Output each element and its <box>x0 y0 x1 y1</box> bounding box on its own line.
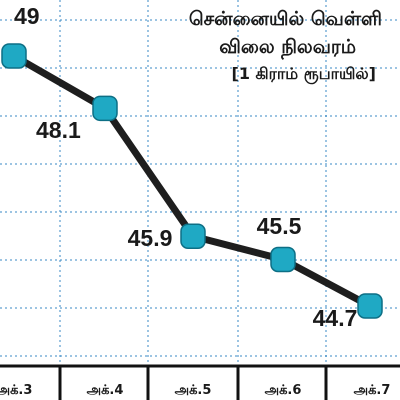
data-labels: 49 48.1 45.9 45.5 44.7 <box>14 3 357 331</box>
data-point-marker <box>1 43 27 69</box>
data-point-marker <box>270 246 296 273</box>
x-tick-label: அக்.7 <box>354 383 391 398</box>
data-point-marker <box>92 95 118 122</box>
chart-title: சென்னையில் வெள்ளி <box>188 8 382 30</box>
grid <box>0 0 400 366</box>
data-label: 45.9 <box>128 225 173 251</box>
data-label: 49 <box>14 3 40 29</box>
x-tick-label: அக்.5 <box>175 383 212 398</box>
chart-subtitle: விலை நிலவரம் <box>219 36 356 58</box>
series-line-path <box>10 52 374 310</box>
data-point-marker <box>357 293 383 319</box>
data-label: 45.5 <box>257 213 302 239</box>
unit-note: [1 கிராம் ரூபாயில்] <box>231 64 376 83</box>
series-line <box>10 52 374 310</box>
x-tick-label: அக்.3 <box>0 383 32 398</box>
x-axis <box>0 364 400 400</box>
x-tick-label: அக்.4 <box>87 383 124 398</box>
x-tick-label: அக்.6 <box>265 383 302 398</box>
data-label: 44.7 <box>313 305 358 331</box>
data-label: 48.1 <box>36 117 81 143</box>
series-markers <box>1 43 383 319</box>
data-point-marker <box>180 223 206 249</box>
x-tick-labels: அக்.3 அக்.4 அக்.5 அக்.6 அக்.7 <box>0 383 390 398</box>
